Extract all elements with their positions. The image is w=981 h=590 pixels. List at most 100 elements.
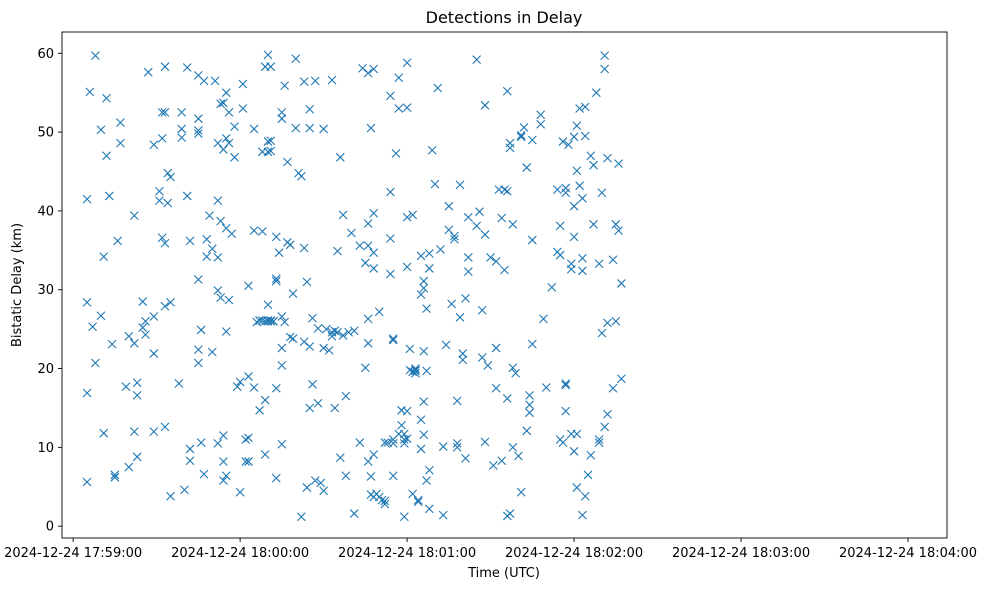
data-point-marker [572, 429, 582, 439]
data-point-marker [402, 406, 412, 416]
data-point-marker [402, 212, 412, 222]
data-point-marker [564, 140, 573, 150]
data-point-marker [124, 462, 134, 472]
data-point-marker [444, 201, 454, 211]
data-point-marker [277, 343, 287, 353]
data-point-marker [224, 138, 234, 148]
data-point-marker [129, 338, 139, 348]
data-point-marker [394, 104, 404, 113]
data-point-marker [536, 119, 546, 129]
data-point-marker [480, 437, 490, 447]
data-point-marker [369, 208, 379, 218]
data-point-marker [600, 51, 610, 61]
data-point-marker [366, 472, 376, 481]
data-point-marker [405, 344, 415, 354]
data-point-marker [608, 255, 618, 265]
data-point-marker [166, 172, 175, 182]
data-point-marker [121, 382, 131, 392]
data-point-marker [388, 334, 398, 343]
data-point-marker [472, 221, 482, 231]
x-tick-label: 2024-12-24 17:59:00 [4, 546, 142, 561]
data-point-marker [205, 211, 214, 221]
data-point-marker [82, 194, 92, 204]
data-point-marker [419, 346, 429, 356]
data-point-marker [514, 451, 523, 461]
data-point-marker [461, 294, 470, 303]
data-point-marker [216, 99, 226, 109]
data-point-marker [558, 137, 568, 146]
data-point-marker [213, 253, 223, 262]
data-point-marker [349, 509, 359, 518]
data-point-marker [603, 409, 612, 419]
data-point-marker [99, 252, 109, 262]
data-point-marker [586, 450, 596, 460]
data-point-marker [213, 439, 223, 448]
y-axis-label: Bistatic Delay (km) [10, 223, 25, 347]
data-point-marker [424, 264, 434, 273]
data-point-marker [438, 442, 448, 451]
data-point-marker [603, 318, 612, 328]
data-point-marker [358, 63, 367, 73]
data-point-marker [525, 390, 534, 400]
data-point-marker [207, 347, 217, 357]
data-point-marker [116, 138, 125, 148]
data-point-marker [299, 337, 309, 347]
data-point-marker [160, 108, 170, 117]
data-point-marker [216, 216, 226, 226]
data-point-marker [88, 322, 98, 332]
data-point-marker [224, 108, 234, 117]
x-tick-label: 2024-12-24 18:00:00 [171, 546, 309, 561]
data-point-marker [380, 499, 390, 509]
data-point-marker [266, 136, 276, 146]
data-point-marker [327, 331, 337, 341]
data-point-marker [249, 383, 259, 392]
data-point-marker [288, 334, 298, 343]
data-point-marker [160, 62, 170, 72]
data-point-marker [394, 73, 404, 83]
data-point-marker [341, 391, 351, 401]
data-point-marker [572, 166, 582, 176]
data-point-marker [316, 478, 326, 488]
data-point-marker [539, 314, 548, 324]
data-point-marker [597, 328, 607, 338]
data-point-marker [302, 277, 312, 287]
data-point-marker [241, 457, 251, 466]
data-point-marker [461, 454, 470, 463]
data-point-marker [277, 108, 287, 117]
data-point-marker [249, 124, 259, 134]
data-point-marker [193, 345, 203, 355]
data-point-marker [369, 248, 379, 258]
data-point-marker [299, 77, 309, 87]
data-point-marker [500, 185, 509, 195]
data-point-marker [511, 368, 521, 378]
data-point-marker [327, 75, 337, 85]
data-point-marker [313, 398, 323, 408]
data-point-marker [107, 339, 117, 349]
data-point-marker [500, 265, 509, 275]
data-point-marker [424, 249, 434, 258]
data-point-marker [224, 295, 234, 305]
data-point-marker [129, 427, 139, 436]
data-point-marker [463, 267, 473, 276]
data-point-marker [611, 219, 621, 229]
data-point-marker [141, 330, 150, 340]
data-point-marker [241, 435, 251, 444]
data-point-marker [391, 148, 401, 158]
data-point-marker [155, 186, 164, 196]
data-point-marker [177, 133, 187, 143]
data-point-marker [302, 483, 312, 492]
data-point-marker [180, 485, 189, 495]
data-point-marker [597, 188, 607, 198]
data-point-marker [505, 138, 515, 148]
data-point-marker [422, 304, 431, 314]
data-point-marker [527, 235, 537, 245]
data-point-marker [308, 379, 317, 389]
data-point-marker [611, 316, 621, 326]
y-tick-label: 20 [37, 362, 54, 377]
data-point-marker [266, 316, 276, 326]
data-point-marker [569, 232, 579, 242]
data-point-marker [419, 397, 429, 407]
data-point-marker [363, 241, 373, 250]
data-point-marker [210, 76, 220, 86]
data-point-marker [527, 135, 537, 145]
